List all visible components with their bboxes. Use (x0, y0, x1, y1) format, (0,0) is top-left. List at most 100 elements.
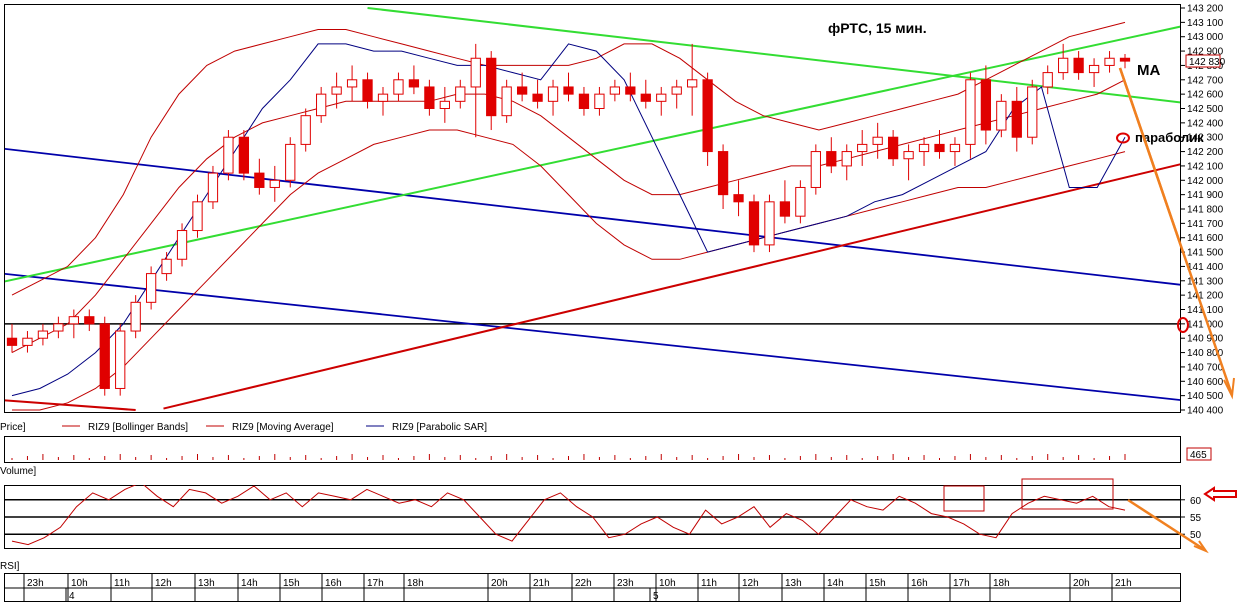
candle-body (68, 316, 79, 325)
price-tick-label: 140 600 (1187, 377, 1224, 388)
price-tick-label: 143 000 (1187, 32, 1224, 43)
candle-body (53, 323, 64, 332)
rsi-plot (5, 485, 1180, 546)
candle-body (918, 143, 930, 153)
time-tick-label: 10h (71, 578, 88, 589)
time-tick-label: 22h (575, 578, 592, 589)
price-tick-label: 142 100 (1187, 161, 1224, 172)
time-tick-label: 21h (1115, 578, 1132, 589)
time-tick-label: 10h (659, 578, 676, 589)
candle-body (486, 57, 497, 117)
red-trend-lower (5, 399, 136, 411)
legend-sar: RIZ9 [Parabolic SAR] (392, 422, 487, 433)
candle-body (857, 143, 868, 153)
candle-body (1104, 57, 1115, 66)
time-tick-label: 15h (283, 578, 300, 589)
candle-body (99, 323, 110, 389)
candle-body (656, 93, 667, 102)
candle-body (393, 79, 404, 95)
price-tick-label: 141 900 (1187, 190, 1224, 201)
rsi-orange-projection (1127, 498, 1206, 552)
candle-body (300, 115, 311, 145)
price-tick-label: 141 000 (1187, 319, 1224, 330)
bollinger-lower-line (12, 129, 1126, 411)
legend-price-label: Price] (0, 422, 26, 433)
candle-body (748, 201, 760, 246)
candle-body (1058, 57, 1069, 74)
volume-plot (11, 454, 1126, 460)
candle-body (609, 86, 621, 95)
candle-body (238, 136, 250, 174)
price-tick-label: 142 000 (1187, 176, 1224, 187)
candle-body (702, 79, 713, 153)
candle-body (223, 136, 234, 174)
blue-channel-lower (5, 272, 1180, 401)
time-tick-label: 17h (367, 578, 384, 589)
candle-body (980, 79, 992, 131)
candle-body (516, 86, 528, 95)
red-trend-main (163, 163, 1180, 410)
blue-channel-upper (5, 147, 1180, 286)
candle-body (795, 186, 806, 217)
candle-body (455, 86, 466, 102)
price-tick-label: 141 600 (1187, 233, 1224, 244)
candle-body (161, 258, 172, 275)
chart-title: фРТС, 15 мин. (828, 20, 927, 36)
time-tick-label: 23h (617, 578, 634, 589)
rsi-orange-arrow-head (1193, 540, 1209, 554)
candle-body (6, 337, 18, 346)
day-label: 4 (69, 591, 75, 602)
time-tick-label: 16h (911, 578, 928, 589)
price-tick-label: 141 100 (1187, 305, 1224, 316)
candle-body (965, 79, 976, 145)
last-price-text: 142 830 (1189, 57, 1226, 68)
candle-body (37, 330, 49, 339)
price-tick-label: 142 700 (1187, 75, 1224, 86)
candle-body (547, 86, 559, 102)
rsi-label: RSI] (0, 561, 20, 572)
bollinger-upper-line (11, 21, 1126, 296)
candle-body (872, 136, 883, 145)
candle-body (84, 316, 95, 325)
time-tick-label: 12h (742, 578, 759, 589)
volume-badge-text: 465 (1190, 450, 1207, 461)
price-tick-label: 141 300 (1187, 276, 1224, 287)
candle-body (949, 143, 961, 153)
price-tick-label: 141 700 (1187, 219, 1224, 230)
price-tick-label: 140 500 (1187, 391, 1224, 402)
candle-body (439, 100, 450, 109)
candle-body (841, 151, 852, 167)
rsi-tick-label: 50 (1190, 530, 1202, 541)
candle-body (903, 151, 914, 160)
price-tick-label: 142 500 (1187, 104, 1224, 115)
candle-body (671, 86, 682, 95)
price-tick-label: 143 200 (1187, 4, 1224, 15)
green-channel-falling (367, 7, 1180, 104)
candle-body (594, 93, 605, 110)
price-tick-label: 140 800 (1187, 348, 1224, 359)
price-tick-label: 140 700 (1187, 362, 1224, 373)
orange-projection-line-ext (1118, 67, 1234, 396)
candle-body (192, 201, 203, 232)
legend-ma: RIZ9 [Moving Average] (232, 422, 334, 433)
time-tick-label: 12h (155, 578, 172, 589)
candle-body (934, 143, 945, 153)
candle-body (640, 93, 651, 102)
rsi-highlight-box (943, 485, 985, 512)
candle-body (115, 330, 126, 389)
candle-body (377, 93, 389, 102)
rsi-highlight-box (1021, 478, 1114, 510)
legend-bollinger: RIZ9 [Bollinger Bands] (88, 422, 188, 433)
level-marker-icon (1177, 317, 1189, 333)
candle-body (826, 151, 837, 167)
price-tick-label: 143 100 (1187, 18, 1224, 29)
rsi-tick-label: 60 (1190, 496, 1202, 507)
time-tick-label: 14h (827, 578, 844, 589)
candle-body (285, 143, 296, 181)
time-tick-label: 13h (785, 578, 802, 589)
orange-arrow-head (1223, 377, 1235, 400)
green-channel-rising (5, 25, 1180, 283)
candle-body (1011, 100, 1022, 138)
ma-annotation: MA (1137, 62, 1160, 79)
